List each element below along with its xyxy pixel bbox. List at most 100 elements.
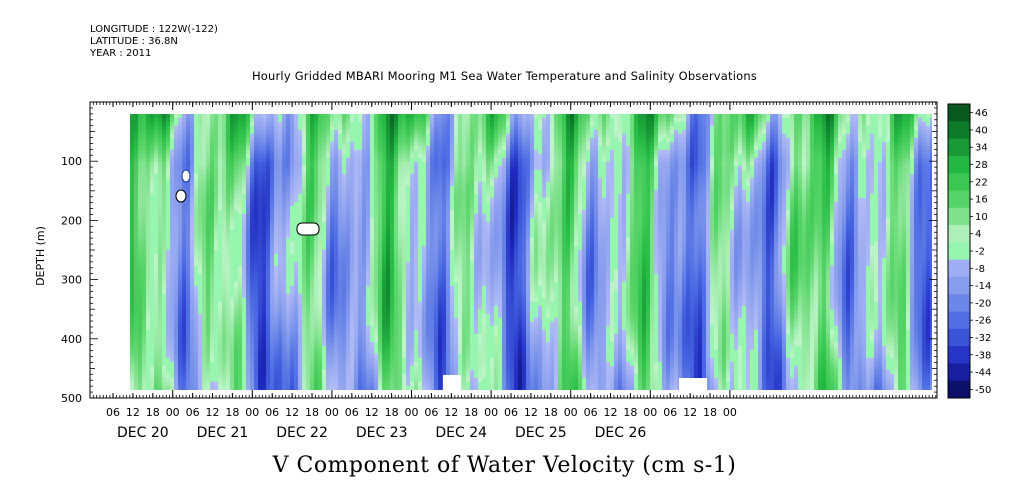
heat-cell [438, 177, 443, 183]
heat-cell [218, 157, 223, 163]
heat-cell [686, 149, 691, 155]
heat-cell [182, 201, 187, 207]
heat-cell [802, 177, 807, 183]
heat-cell [426, 149, 431, 155]
heat-cell [314, 157, 319, 163]
heat-cell [186, 205, 191, 211]
heat-cell [454, 125, 459, 131]
heat-cell [694, 181, 699, 187]
heat-cell [294, 125, 299, 131]
heat-cell [378, 125, 383, 131]
heat-cell [794, 197, 799, 203]
heat-cell [722, 201, 727, 207]
heat-cell [866, 161, 871, 167]
heat-cell [866, 125, 871, 131]
heat-cell [514, 189, 519, 195]
heat-cell [442, 125, 447, 131]
heat-cell [494, 201, 499, 207]
heat-cell [174, 145, 179, 151]
heat-cell [526, 117, 531, 123]
heat-cell [706, 137, 711, 143]
heat-cell [494, 153, 499, 159]
heat-cell [858, 205, 863, 211]
heat-cell [754, 141, 759, 147]
heat-cell [210, 149, 215, 155]
heat-cell [910, 125, 915, 131]
heat-cell [634, 205, 639, 211]
heat-cell [470, 173, 475, 179]
heat-cell [586, 173, 591, 179]
heat-cell [478, 197, 483, 203]
heat-cell [330, 145, 335, 151]
heat-cell [362, 145, 367, 151]
heat-cell [774, 157, 779, 163]
heat-cell [362, 177, 367, 183]
heat-cell [450, 157, 455, 163]
heat-cell [930, 177, 932, 183]
heat-cell [918, 181, 923, 187]
heat-cell [506, 157, 511, 163]
heat-cell [342, 201, 347, 207]
heat-cell [686, 197, 691, 203]
heat-cell [474, 177, 479, 183]
heat-cell [442, 205, 447, 211]
heat-cell [674, 197, 679, 203]
heat-cell [230, 165, 235, 171]
heat-cell [830, 141, 835, 147]
heat-cell [626, 121, 631, 127]
heat-cell [510, 177, 515, 183]
heat-cell [690, 141, 695, 147]
heat-cell [778, 161, 783, 167]
heat-cell [534, 117, 539, 123]
heat-cell [806, 114, 811, 119]
heat-cell [554, 169, 559, 175]
heat-cell [378, 193, 383, 199]
heat-cell [222, 197, 227, 203]
heat-cell [238, 177, 243, 183]
heat-cell [650, 189, 655, 195]
heat-cell [642, 117, 647, 123]
heat-cell [738, 197, 743, 203]
heat-cell [546, 173, 551, 179]
heat-cell [434, 205, 439, 211]
heat-cell [298, 173, 303, 179]
heat-cell [606, 193, 611, 199]
heat-cell [298, 181, 303, 187]
heat-cell [930, 197, 932, 203]
heat-cell [486, 201, 491, 207]
heat-cell [330, 189, 335, 195]
heat-cell [266, 129, 271, 135]
heat-cell [442, 129, 447, 135]
heat-cell [358, 193, 363, 199]
heat-cell [754, 117, 759, 123]
heat-cell [402, 125, 407, 131]
heat-cell [266, 137, 271, 143]
heat-cell [418, 117, 423, 123]
heat-cell [754, 177, 759, 183]
heat-cell [150, 177, 155, 183]
heat-cell [582, 201, 587, 207]
heat-cell [498, 193, 503, 199]
heat-cell [218, 193, 223, 199]
heat-cell [698, 161, 703, 167]
heat-cell [802, 145, 807, 151]
heat-cell [834, 114, 839, 119]
heat-cell [782, 161, 787, 167]
heat-cell [438, 133, 443, 139]
heat-cell [890, 205, 895, 211]
heat-cell [842, 137, 847, 143]
heat-cell [582, 173, 587, 179]
heat-cell [550, 137, 555, 143]
heat-cell [426, 165, 431, 171]
heat-cell [430, 189, 435, 195]
heat-cell [510, 197, 515, 203]
heat-cell [622, 121, 627, 127]
heat-cell [438, 197, 443, 203]
heat-cell [542, 157, 547, 163]
heat-cell [662, 121, 667, 127]
heat-cell [322, 161, 327, 167]
heat-cell [822, 169, 827, 175]
heat-cell [674, 153, 679, 159]
heat-cell [714, 137, 719, 143]
heat-cell [338, 189, 343, 195]
